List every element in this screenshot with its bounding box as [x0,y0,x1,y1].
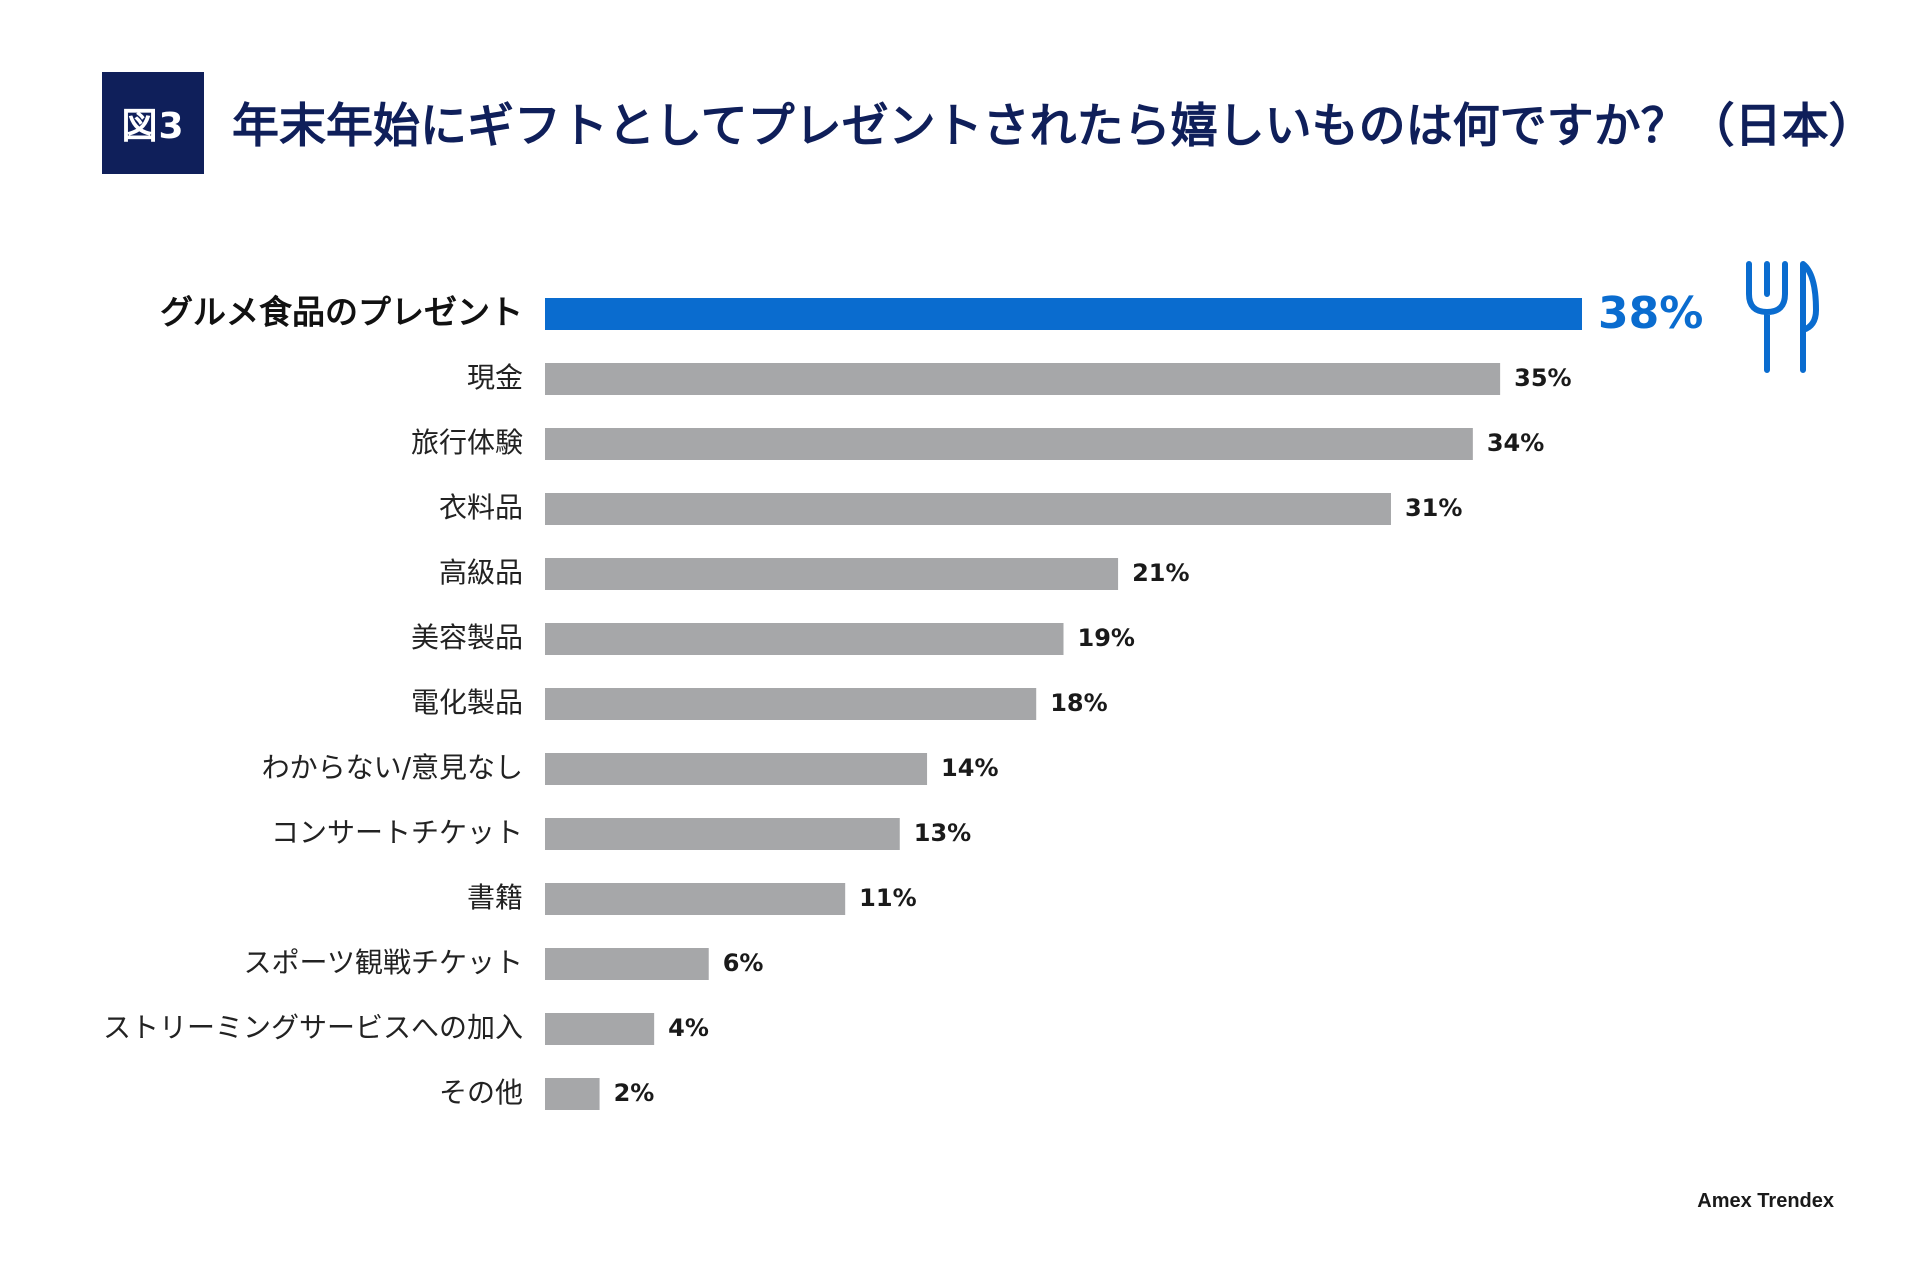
bar [545,1013,655,1045]
value-label: 2% [614,1079,655,1107]
category-label: 旅行体験 [411,426,523,459]
value-label: 14% [941,754,998,782]
knife-shape [1800,261,1819,373]
bar [545,1078,600,1110]
category-label: スポーツ観戦チケット [244,946,523,979]
bar [545,948,709,980]
bar [545,493,1391,525]
fork-knife-icon [1746,261,1819,373]
bar [545,883,846,915]
category-label: わからない/意見なし [262,751,523,784]
value-label: 4% [668,1014,709,1042]
value-label: 13% [914,819,971,847]
value-label: 21% [1132,559,1189,587]
value-label: 34% [1487,429,1544,457]
bar [545,753,928,785]
category-label: コンサートチケット [271,816,523,849]
bar-highlight [545,298,1582,330]
fork-shape [1746,261,1788,373]
bar [545,558,1119,590]
category-label: その他 [439,1076,523,1109]
bar [545,818,900,850]
value-label: 19% [1078,624,1135,652]
bar [545,688,1037,720]
category-label: 書籍 [467,881,523,914]
value-label: 31% [1405,494,1462,522]
category-label: 電化製品 [411,686,523,719]
category-label: 現金 [467,361,523,394]
bar [545,623,1064,655]
value-label: 6% [723,949,764,977]
value-label: 35% [1514,364,1571,392]
category-label: 美容製品 [411,621,523,654]
category-label: ストリーミングサービスへの加入 [103,1011,523,1044]
bar [545,428,1473,460]
category-label: 高級品 [439,556,523,589]
chart-title: 年末年始にギフトとしてプレゼントされたら嬉しいものは何ですか？（日本） [232,99,1876,154]
bar [545,363,1501,395]
source-credit: Amex Trendex [1697,1190,1834,1212]
category-label: 衣料品 [439,491,523,524]
category-label: グルメ食品のプレゼント [160,293,523,332]
value-label: 38% [1598,288,1703,339]
figure-badge: 図3 [102,72,204,174]
value-label: 11% [859,884,916,912]
value-label: 18% [1050,689,1107,717]
